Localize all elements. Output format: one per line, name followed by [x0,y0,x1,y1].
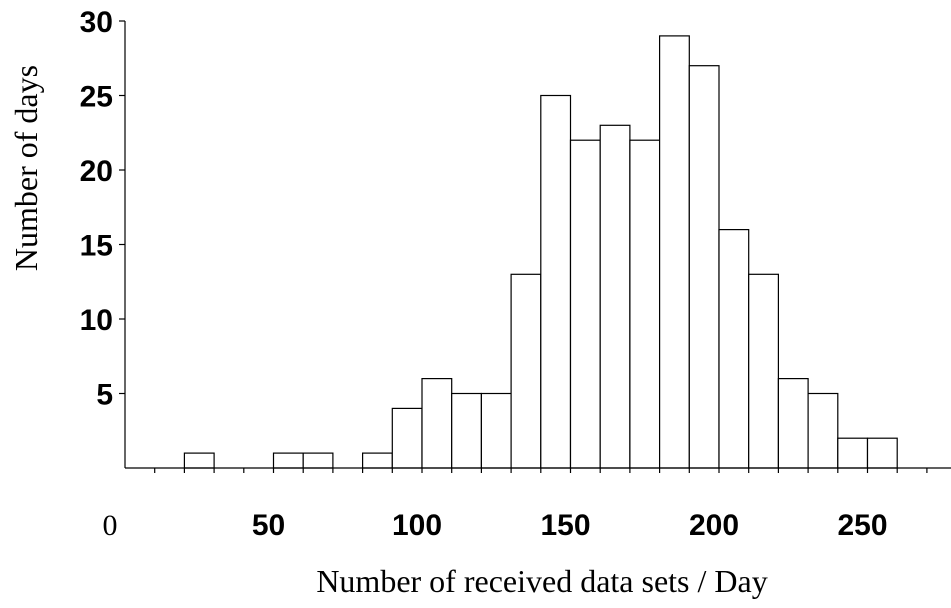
histogram-bar [599,124,631,469]
x-tick-label: 150 [540,509,590,542]
y-tick-label: 30 [80,6,113,39]
histogram-bar [569,139,601,469]
y-tick-label: 20 [80,155,113,188]
histogram-bar [688,65,720,469]
x-tick-label: 50 [252,509,285,542]
bars-group [183,35,898,469]
y-tick-label: 15 [80,230,113,263]
histogram-bar [510,273,542,469]
x-ticks-group: 0 50 100 150 200 250 [103,468,928,542]
x-tick-label: 0 [103,509,118,542]
histogram-bar [480,392,512,469]
y-tick-label: 10 [80,304,113,337]
histogram-bar [658,35,690,469]
y-axis-title: Number of days [8,65,44,271]
x-tick-label: 250 [837,509,887,542]
y-tick-label: 5 [96,379,113,412]
histogram-bar [629,139,661,469]
histogram-bar [748,273,780,469]
histogram-bar [837,437,869,469]
histogram-bar [183,452,215,469]
histogram-bar [272,452,304,469]
y-tick-label: 25 [80,81,113,114]
histogram-bar [718,229,750,469]
histogram-bar [540,94,572,469]
y-ticks-group: 5 10 15 20 25 30 [80,6,125,412]
histogram-bar [391,407,423,469]
histogram-bar [451,392,483,469]
histogram-bar [777,378,809,469]
x-axis-title: Number of received data sets / Day [316,563,767,599]
histogram-bar [362,452,393,469]
histogram-bar [866,437,898,469]
x-tick-label: 200 [689,509,739,542]
histogram-bar [807,392,839,469]
histogram-bar [421,378,453,469]
x-tick-label: 100 [392,509,442,542]
histogram-bar [302,452,334,469]
